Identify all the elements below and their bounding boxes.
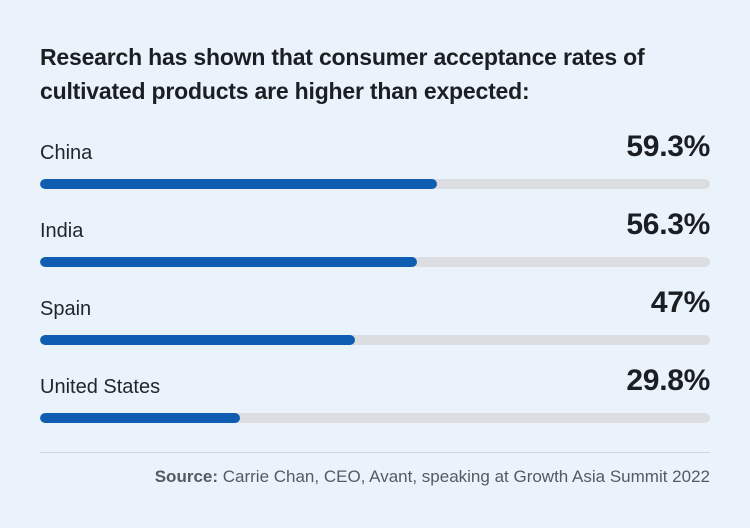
bar-rows: China 59.3% India 56.3% Spain 47% United State… xyxy=(40,130,710,442)
bar xyxy=(40,335,355,345)
bar xyxy=(40,413,240,423)
bar-track xyxy=(40,413,710,423)
bar-row: United States 29.8% xyxy=(40,364,710,442)
category-label: Spain xyxy=(40,298,92,320)
category-label: United States xyxy=(40,376,161,398)
bar-track xyxy=(40,335,710,345)
source-prefix: Source: xyxy=(154,467,219,486)
value-label: 59.3% xyxy=(626,130,710,163)
value-label: 29.8% xyxy=(626,364,710,397)
category-label: India xyxy=(40,220,84,242)
value-label: 56.3% xyxy=(626,208,710,241)
bar xyxy=(40,257,417,267)
bar-track xyxy=(40,179,710,189)
bar-row: China 59.3% xyxy=(40,130,710,208)
bar xyxy=(40,179,437,189)
bar-track xyxy=(40,257,710,267)
chart-title: Research has shown that consumer accepta… xyxy=(40,44,645,104)
source-note: Source: Carrie Chan, CEO, Avant, speakin… xyxy=(155,467,710,487)
category-label: China xyxy=(40,142,93,164)
bar-row: India 56.3% xyxy=(40,208,710,286)
divider xyxy=(40,452,710,453)
bar-row: Spain 47% xyxy=(40,286,710,364)
value-label: 47% xyxy=(650,286,710,319)
source-text: Carrie Chan, CEO, Avant, speaking at Gro… xyxy=(218,467,710,486)
